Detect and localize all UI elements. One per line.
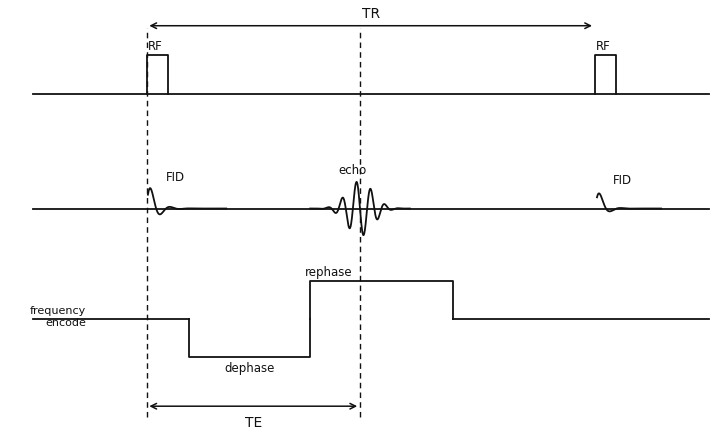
Text: FID: FID xyxy=(613,174,631,187)
Text: TE: TE xyxy=(245,416,262,430)
Text: TR: TR xyxy=(361,7,379,21)
Text: FID: FID xyxy=(166,171,185,184)
Text: frequency
encode: frequency encode xyxy=(30,306,86,328)
Text: RF: RF xyxy=(596,40,611,53)
Text: echo: echo xyxy=(338,164,367,177)
Text: dephase: dephase xyxy=(225,361,275,374)
Text: rephase: rephase xyxy=(305,266,353,279)
Text: RF: RF xyxy=(148,40,163,53)
